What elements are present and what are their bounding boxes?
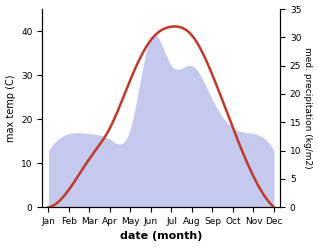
Y-axis label: med. precipitation (kg/m2): med. precipitation (kg/m2) — [303, 47, 313, 169]
X-axis label: date (month): date (month) — [120, 231, 203, 242]
Y-axis label: max temp (C): max temp (C) — [5, 74, 16, 142]
